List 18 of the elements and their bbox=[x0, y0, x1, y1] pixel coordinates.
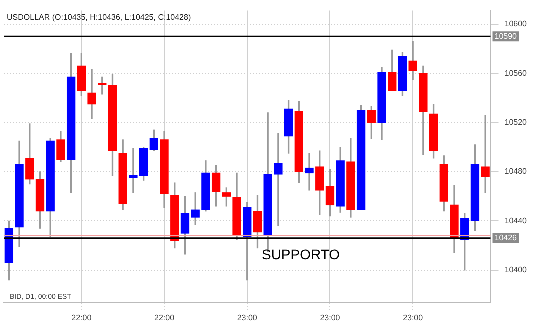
y-tick-label: 10440 bbox=[504, 216, 528, 226]
annotation: SUPPORTO bbox=[262, 246, 340, 262]
x-tick-label: 22:00 bbox=[72, 313, 92, 322]
ref-line-label: 10426 bbox=[494, 234, 518, 243]
y-tick-label: 10480 bbox=[504, 167, 528, 176]
ref-line-label: 10590 bbox=[494, 32, 518, 41]
x-tick-label: 23:00 bbox=[403, 313, 424, 322]
candlestick bbox=[481, 115, 490, 194]
y-tick-label: 10560 bbox=[504, 68, 528, 78]
x-tick-label: 23:00 bbox=[237, 313, 258, 322]
y-tick-label: 10600 bbox=[504, 20, 528, 29]
chart-title: USDOLLAR (O:10435, H:10436, L:10425, C:10428) bbox=[7, 13, 192, 22]
x-tick-label: 22:00 bbox=[154, 313, 176, 322]
candlestick bbox=[305, 153, 314, 191]
y-tick-label: 10520 bbox=[504, 118, 528, 127]
y-tick-label: 10400 bbox=[504, 266, 528, 275]
candlestick bbox=[88, 70, 96, 120]
x-tick-label: 23:00 bbox=[320, 313, 341, 322]
